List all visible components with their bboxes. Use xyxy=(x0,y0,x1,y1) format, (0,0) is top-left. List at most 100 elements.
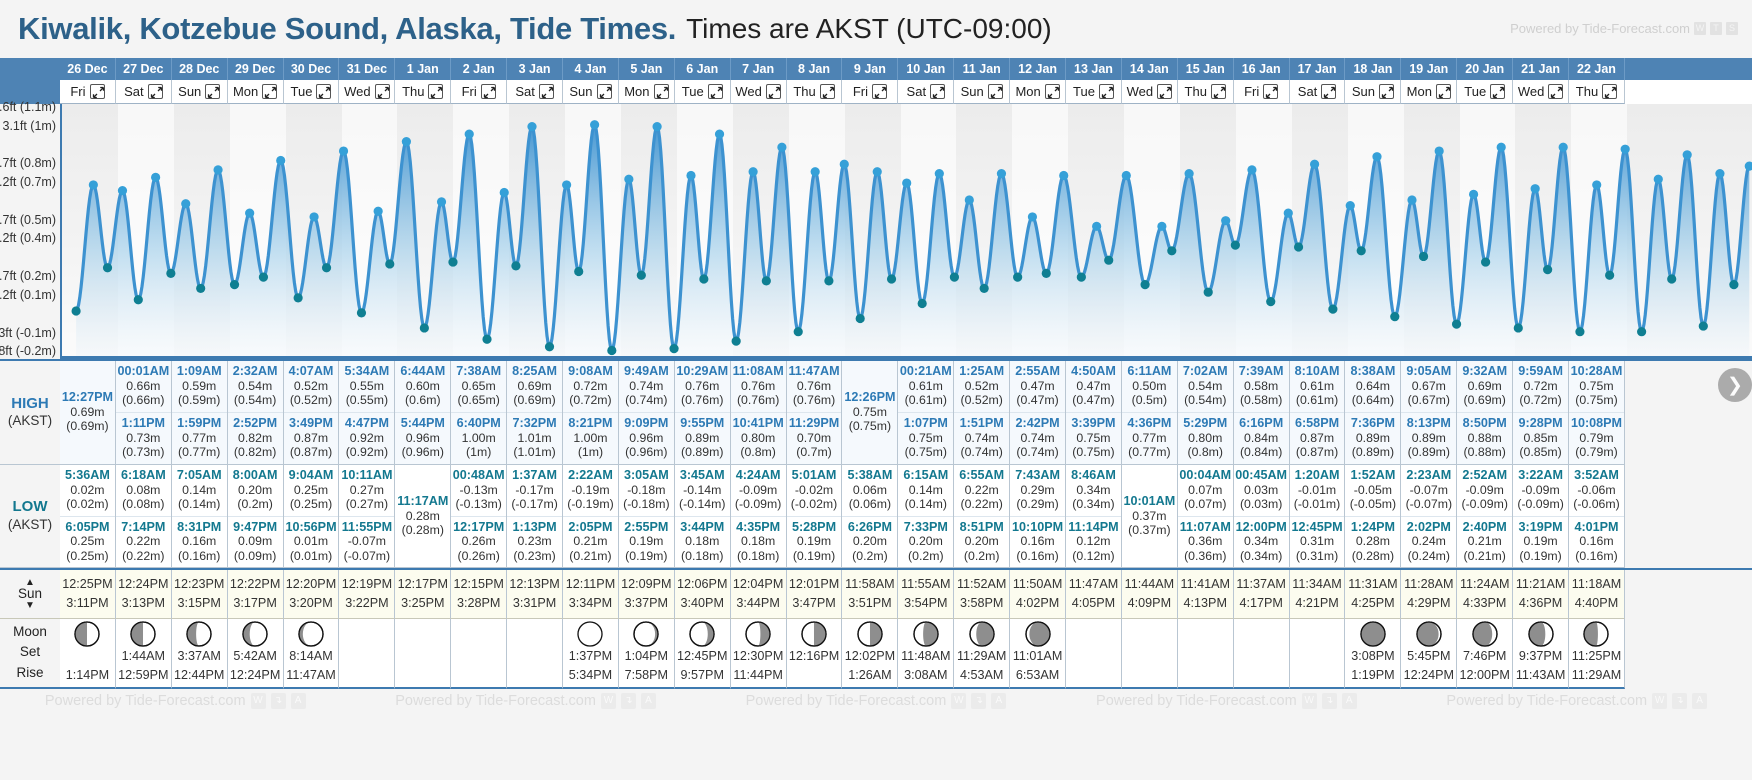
low-tide-point[interactable] xyxy=(917,298,927,309)
high-tide-point[interactable] xyxy=(1221,216,1231,226)
low-tide-point[interactable] xyxy=(1013,272,1023,282)
date-header-cell[interactable]: 21 Jan xyxy=(1513,58,1570,80)
low-tide-point[interactable] xyxy=(102,263,113,273)
high-tide-point[interactable] xyxy=(1468,189,1479,199)
tide-curve-plot[interactable] xyxy=(60,104,1752,359)
low-tide-point[interactable] xyxy=(1698,321,1708,331)
expand-icon[interactable] xyxy=(1321,84,1337,99)
expand-icon[interactable] xyxy=(707,84,723,99)
expand-icon[interactable] xyxy=(538,84,554,99)
high-tide-point[interactable] xyxy=(1715,169,1725,179)
high-tide-point[interactable] xyxy=(777,142,787,152)
high-tide-point[interactable] xyxy=(1283,208,1293,218)
date-header-cell[interactable]: 26 Dec xyxy=(60,58,116,80)
low-tide-point[interactable] xyxy=(448,257,458,267)
high-tide-point[interactable] xyxy=(872,167,882,177)
date-header-cell[interactable]: 31 Dec xyxy=(339,58,396,80)
high-tide-point[interactable] xyxy=(1184,169,1194,179)
low-tide-point[interactable] xyxy=(979,283,989,294)
date-header-cell[interactable]: 7 Jan xyxy=(731,58,787,80)
high-tide-point[interactable] xyxy=(590,120,600,130)
high-tide-point[interactable] xyxy=(810,167,820,177)
high-tide-point[interactable] xyxy=(1744,161,1752,171)
date-header-cell[interactable]: 6 Jan xyxy=(675,58,731,80)
high-tide-point[interactable] xyxy=(1558,142,1568,152)
high-tide-point[interactable] xyxy=(181,199,191,209)
high-tide-point[interactable] xyxy=(436,197,447,207)
expand-icon[interactable] xyxy=(147,84,163,99)
date-header-cell[interactable]: 3 Jan xyxy=(507,58,564,80)
high-tide-point[interactable] xyxy=(88,180,98,190)
high-tide-point[interactable] xyxy=(934,169,944,179)
low-tide-point[interactable] xyxy=(1390,312,1400,322)
low-tide-point[interactable] xyxy=(321,263,332,273)
low-tide-point[interactable] xyxy=(1543,265,1553,275)
low-tide-point[interactable] xyxy=(1513,323,1523,333)
high-tide-point[interactable] xyxy=(902,178,912,188)
high-tide-point[interactable] xyxy=(1620,144,1630,154)
low-tide-point[interactable] xyxy=(229,280,240,290)
high-tide-point[interactable] xyxy=(562,180,572,190)
high-tide-point[interactable] xyxy=(117,185,128,196)
expand-icon[interactable] xyxy=(428,84,444,99)
high-tide-point[interactable] xyxy=(1530,184,1540,194)
expand-icon[interactable] xyxy=(1210,84,1226,99)
date-header-cell[interactable]: 14 Jan xyxy=(1122,58,1178,80)
high-tide-point[interactable] xyxy=(464,129,474,139)
low-tide-point[interactable] xyxy=(761,276,771,286)
high-tide-point[interactable] xyxy=(624,174,634,184)
date-header-cell[interactable]: 22 Jan xyxy=(1569,58,1625,80)
high-tide-point[interactable] xyxy=(1059,170,1069,181)
low-tide-point[interactable] xyxy=(1076,272,1086,282)
low-tide-point[interactable] xyxy=(855,313,865,324)
high-tide-point[interactable] xyxy=(245,208,255,218)
high-tide-point[interactable] xyxy=(1247,165,1257,175)
date-header-cell[interactable]: 5 Jan xyxy=(619,58,675,80)
high-tide-point[interactable] xyxy=(1027,212,1038,222)
expand-icon[interactable] xyxy=(872,84,887,99)
low-tide-point[interactable] xyxy=(1230,240,1240,250)
low-tide-point[interactable] xyxy=(949,272,960,282)
low-tide-point[interactable] xyxy=(1293,242,1304,252)
low-tide-point[interactable] xyxy=(1667,274,1677,284)
date-header-cell[interactable]: 29 Dec xyxy=(228,58,284,80)
high-tide-point[interactable] xyxy=(748,167,758,177)
date-header-cell[interactable]: 4 Jan xyxy=(563,58,619,80)
expand-icon[interactable] xyxy=(480,84,496,99)
high-tide-point[interactable] xyxy=(839,159,849,169)
low-tide-point[interactable] xyxy=(1605,270,1615,280)
expand-icon[interactable] xyxy=(205,84,221,99)
expand-icon[interactable] xyxy=(1263,84,1279,99)
high-tide-point[interactable] xyxy=(527,121,537,132)
low-tide-point[interactable] xyxy=(1167,246,1177,256)
low-tide-point[interactable] xyxy=(1041,268,1051,278)
expand-icon[interactable] xyxy=(987,84,1003,99)
low-tide-point[interactable] xyxy=(636,270,646,280)
low-tide-point[interactable] xyxy=(544,342,555,352)
date-header-cell[interactable]: 13 Jan xyxy=(1066,58,1122,80)
low-tide-point[interactable] xyxy=(1356,246,1366,256)
expand-icon[interactable] xyxy=(89,84,105,99)
high-tide-point[interactable] xyxy=(1345,201,1355,211)
expand-icon[interactable] xyxy=(1435,84,1451,99)
low-tide-point[interactable] xyxy=(574,266,584,277)
high-tide-point[interactable] xyxy=(1592,180,1602,190)
date-header-cell[interactable]: 1 Jan xyxy=(395,58,452,80)
low-tide-point[interactable] xyxy=(1637,327,1647,337)
high-tide-point[interactable] xyxy=(151,172,161,182)
low-tide-point[interactable] xyxy=(1140,280,1150,290)
low-tide-point[interactable] xyxy=(258,272,269,282)
high-tide-point[interactable] xyxy=(1434,146,1444,156)
expand-icon[interactable] xyxy=(819,84,835,99)
expand-icon[interactable] xyxy=(1379,84,1394,99)
low-tide-point[interactable] xyxy=(385,259,395,269)
expand-icon[interactable] xyxy=(1157,84,1173,99)
date-header-cell[interactable]: 18 Jan xyxy=(1345,58,1402,80)
low-tide-point[interactable] xyxy=(1328,304,1338,314)
date-header-cell[interactable]: 10 Jan xyxy=(898,58,955,80)
expand-icon[interactable] xyxy=(1548,84,1564,99)
date-header-cell[interactable]: 20 Jan xyxy=(1457,58,1514,80)
high-tide-point[interactable] xyxy=(213,165,223,175)
low-tide-point[interactable] xyxy=(886,274,897,284)
high-tide-point[interactable] xyxy=(401,137,411,147)
